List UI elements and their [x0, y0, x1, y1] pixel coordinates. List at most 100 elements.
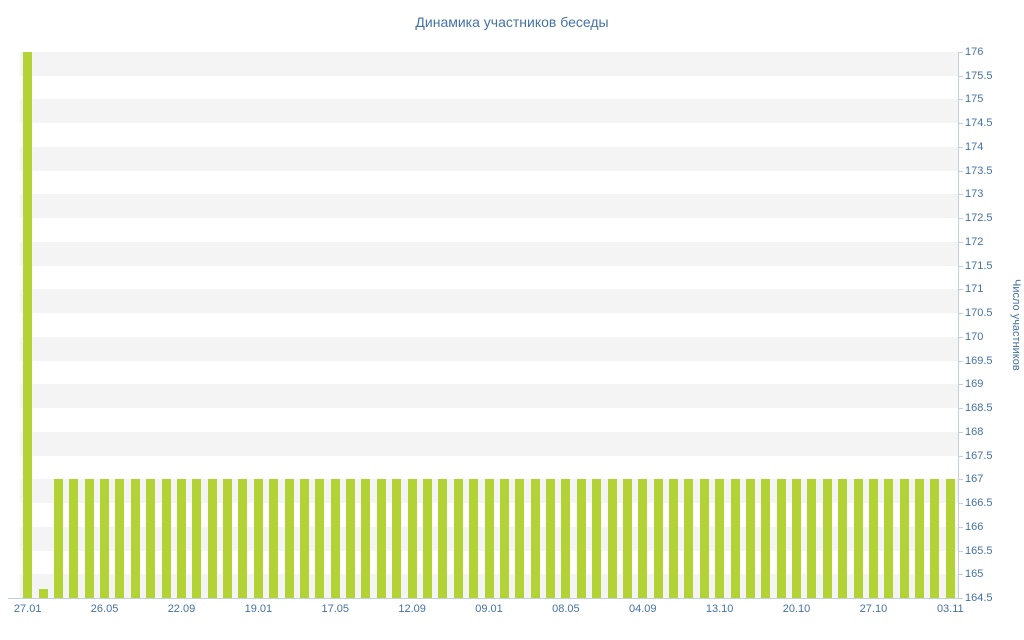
- bar[interactable]: [361, 479, 371, 598]
- bar[interactable]: [592, 479, 602, 598]
- bar[interactable]: [515, 479, 525, 598]
- bar[interactable]: [330, 479, 340, 598]
- x-tick-label: 09.01: [475, 603, 503, 615]
- y-tick-mark: [958, 336, 963, 338]
- bar[interactable]: [546, 479, 555, 598]
- bar[interactable]: [653, 479, 663, 598]
- x-tick-label: 04.09: [629, 603, 657, 615]
- bar[interactable]: [253, 479, 263, 598]
- y-tick-label: 175.5: [965, 69, 993, 82]
- x-tick-label: 27.01: [13, 603, 42, 615]
- bar[interactable]: [392, 479, 402, 598]
- bar[interactable]: [438, 479, 448, 598]
- bar[interactable]: [422, 479, 432, 598]
- bar[interactable]: [530, 479, 540, 598]
- bar[interactable]: [223, 479, 233, 598]
- y-tick-mark: [958, 479, 963, 481]
- bar[interactable]: [669, 479, 679, 598]
- bar[interactable]: [776, 479, 786, 598]
- y-tick-label: 168.5: [965, 402, 993, 415]
- bar[interactable]: [853, 479, 863, 598]
- grid-band: [20, 336, 958, 361]
- bar[interactable]: [453, 479, 463, 598]
- y-tick-label: 174.5: [965, 117, 993, 130]
- y-tick-mark: [958, 52, 963, 53]
- x-tick-label: 12.09: [398, 603, 426, 615]
- bar[interactable]: [84, 479, 94, 598]
- grid-band: [20, 384, 958, 409]
- y-axis-title: Число участников: [1010, 279, 1022, 371]
- grid-band: [20, 123, 958, 147]
- bar[interactable]: [146, 479, 156, 598]
- bar[interactable]: [69, 479, 79, 598]
- bar[interactable]: [699, 479, 709, 598]
- bar[interactable]: [499, 479, 509, 598]
- bar[interactable]: [115, 479, 125, 598]
- bar[interactable]: [38, 588, 48, 598]
- bar[interactable]: [684, 479, 694, 598]
- y-tick-mark: [958, 598, 963, 599]
- grid-band: [20, 241, 958, 266]
- bar[interactable]: [838, 479, 848, 598]
- y-tick-label: 170: [965, 330, 984, 343]
- bar[interactable]: [561, 479, 571, 598]
- y-tick-label: 171.5: [965, 259, 993, 272]
- grid-band: [20, 52, 958, 76]
- plot-area: [20, 52, 958, 598]
- y-tick-label: 174: [965, 140, 984, 153]
- bar[interactable]: [192, 479, 202, 598]
- bar[interactable]: [269, 479, 279, 598]
- bar[interactable]: [346, 479, 356, 598]
- y-tick-label: 173: [965, 188, 984, 201]
- bar[interactable]: [161, 479, 171, 598]
- bar[interactable]: [376, 479, 386, 598]
- x-tick-label: 20.10: [782, 603, 811, 615]
- y-tick-mark: [958, 455, 963, 457]
- bar[interactable]: [945, 479, 955, 598]
- bar[interactable]: [207, 479, 217, 598]
- bar[interactable]: [745, 479, 755, 598]
- bar[interactable]: [607, 479, 617, 598]
- bar[interactable]: [299, 479, 309, 598]
- grid-band: [20, 455, 958, 480]
- y-tick-mark: [958, 146, 963, 148]
- bar[interactable]: [23, 52, 33, 598]
- bar[interactable]: [484, 479, 494, 598]
- bar[interactable]: [915, 479, 925, 598]
- bar[interactable]: [238, 479, 248, 598]
- bar[interactable]: [730, 479, 740, 598]
- bar[interactable]: [176, 479, 186, 598]
- y-tick-mark: [958, 526, 963, 528]
- y-tick-mark: [958, 574, 963, 576]
- bar[interactable]: [868, 479, 878, 598]
- y-tick-mark: [958, 218, 963, 220]
- y-tick-label: 173.5: [965, 164, 993, 177]
- bar[interactable]: [884, 479, 894, 598]
- y-tick-mark: [958, 313, 963, 315]
- bar[interactable]: [469, 479, 479, 598]
- bar[interactable]: [638, 479, 648, 598]
- y-tick-mark: [958, 408, 963, 410]
- bar[interactable]: [792, 479, 802, 598]
- bar[interactable]: [407, 479, 417, 598]
- bar[interactable]: [715, 479, 725, 598]
- y-tick-label: 169.5: [965, 354, 993, 367]
- bar[interactable]: [807, 479, 817, 598]
- bar[interactable]: [761, 479, 771, 598]
- bar[interactable]: [576, 479, 586, 598]
- bar[interactable]: [284, 479, 294, 598]
- bar[interactable]: [100, 479, 110, 598]
- bar[interactable]: [822, 479, 832, 598]
- y-tick-label: 172.5: [965, 212, 993, 225]
- bar[interactable]: [53, 479, 63, 598]
- bar[interactable]: [315, 479, 325, 598]
- bar[interactable]: [899, 479, 909, 598]
- bar[interactable]: [622, 479, 632, 598]
- y-tick-label: 169: [965, 378, 984, 391]
- grid-band: [20, 194, 958, 219]
- y-tick-mark: [958, 503, 963, 505]
- bar[interactable]: [930, 479, 940, 598]
- bar[interactable]: [130, 479, 140, 598]
- x-tick-label: 22.09: [167, 603, 196, 615]
- y-tick-mark: [958, 384, 963, 386]
